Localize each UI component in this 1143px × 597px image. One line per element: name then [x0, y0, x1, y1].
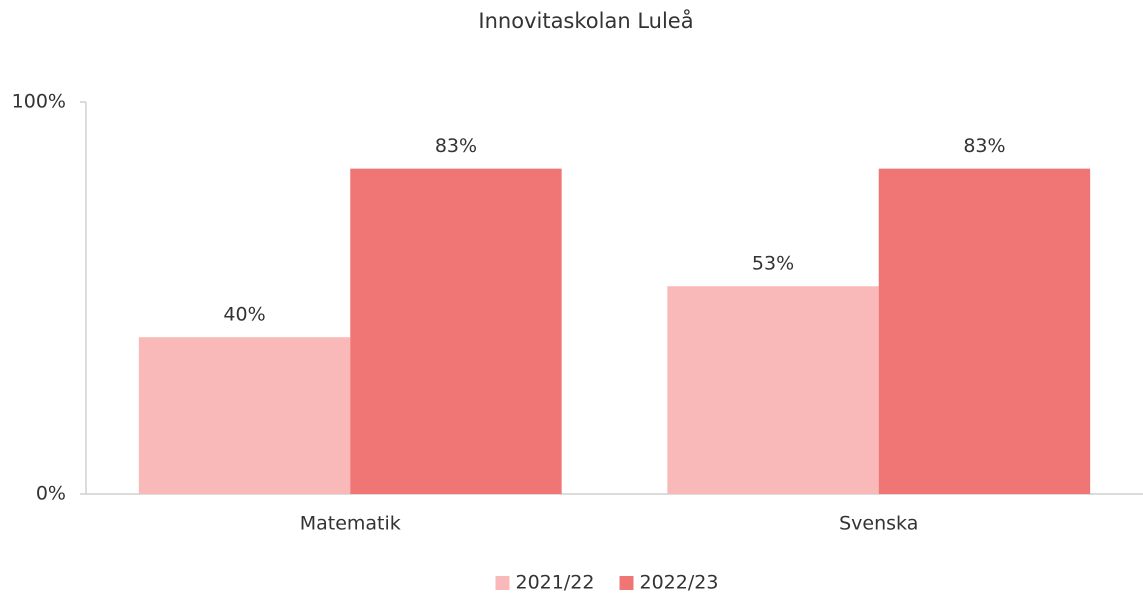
- bar: [350, 168, 562, 494]
- data-label: 40%: [223, 304, 265, 326]
- bar: [138, 337, 351, 494]
- x-tick-label: Matematik: [300, 513, 401, 535]
- bar: [878, 168, 1091, 494]
- data-label: 83%: [963, 135, 1005, 157]
- legend-swatch: [495, 576, 510, 590]
- legend-label: 2021/22: [516, 572, 595, 594]
- legend-swatch: [619, 576, 634, 590]
- data-label: 83%: [435, 135, 477, 157]
- x-tick-label: Svenska: [839, 513, 918, 535]
- legend-label: 2022/23: [640, 572, 719, 594]
- bar: [667, 286, 879, 494]
- y-tick-label: 100%: [12, 91, 66, 113]
- chart-title: Innovitaskolan Luleå: [478, 8, 693, 33]
- data-label: 53%: [752, 253, 794, 275]
- y-tick-label: 0%: [36, 483, 66, 505]
